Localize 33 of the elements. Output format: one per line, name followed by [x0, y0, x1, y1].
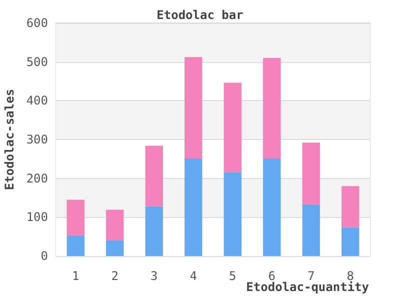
- bar: [184, 57, 202, 159]
- x-tick-label: 5: [229, 269, 236, 283]
- y-tick-label: 0: [40, 249, 48, 263]
- bar: [106, 210, 124, 240]
- bar: [263, 58, 281, 159]
- x-tick-label: 1: [72, 269, 80, 283]
- bar: [302, 204, 320, 256]
- y-tick-label: 500: [26, 54, 48, 69]
- bar: [106, 240, 124, 256]
- x-tick-label: 2: [111, 269, 118, 283]
- bar: [66, 200, 84, 236]
- bar: [184, 158, 202, 256]
- chart-title: Etodolac bar: [156, 8, 244, 22]
- x-axis-title: Etodolac-quantity: [246, 280, 370, 294]
- bar: [302, 142, 320, 204]
- bar: [263, 158, 281, 256]
- y-tick-label: 300: [26, 132, 48, 146]
- bar: [342, 227, 360, 256]
- y-tick-label: 100: [26, 210, 48, 224]
- bar: [342, 186, 360, 228]
- x-tick-label: 4: [190, 269, 197, 283]
- x-tick-label: 3: [150, 269, 158, 283]
- bar: [66, 235, 84, 256]
- y-tick-label: 600: [26, 16, 48, 30]
- bar: [224, 172, 242, 256]
- bar: [224, 82, 242, 172]
- y-tick-label: 200: [26, 171, 48, 186]
- bar: [145, 146, 163, 206]
- y-tick-label: 400: [26, 94, 48, 108]
- x-tick-label: 6: [268, 269, 276, 283]
- x-tick-label: 7: [308, 269, 315, 283]
- y-axis-title: Etodolac-sales: [2, 88, 16, 190]
- bar: [145, 206, 163, 256]
